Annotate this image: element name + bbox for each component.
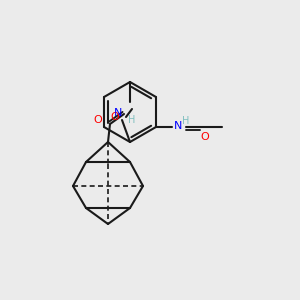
Text: O: O [94, 115, 102, 125]
Text: O: O [111, 112, 119, 122]
Text: O: O [201, 132, 209, 142]
Text: N: N [174, 121, 182, 131]
Text: H: H [128, 115, 136, 125]
Text: N: N [114, 108, 122, 118]
Text: H: H [182, 116, 190, 126]
